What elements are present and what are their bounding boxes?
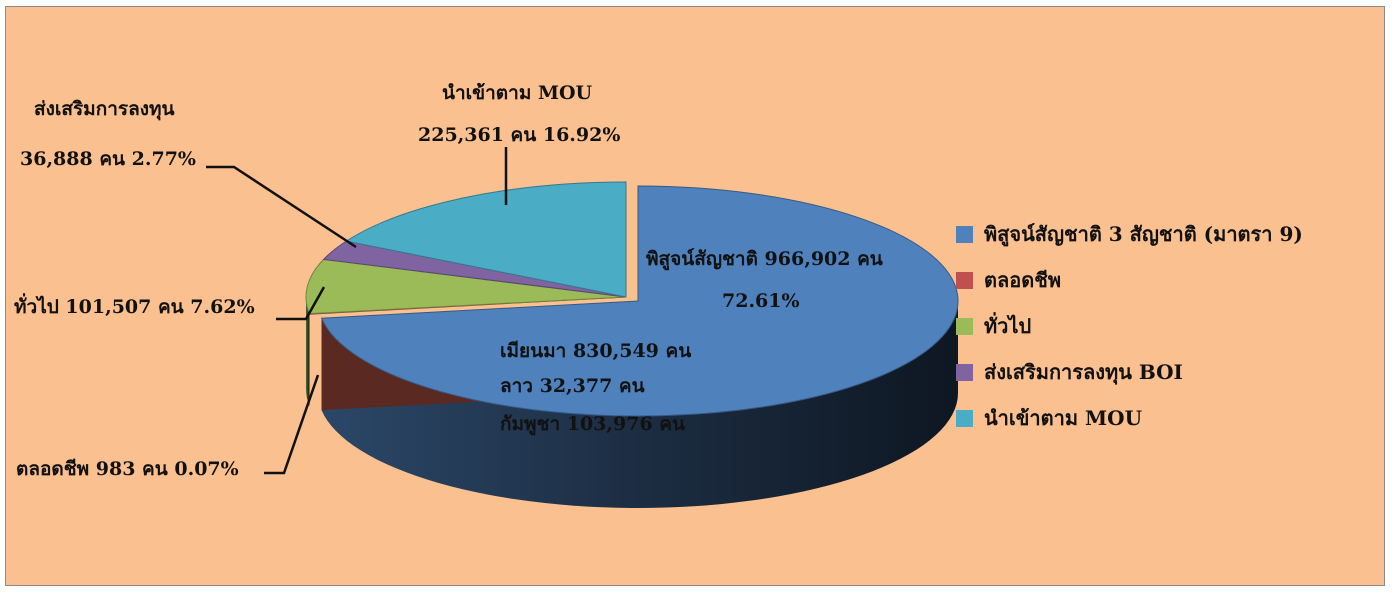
label-lifetime: ตลอดชีพ 983 คน 0.07% bbox=[16, 458, 239, 480]
slices-layer bbox=[305, 181, 959, 509]
label-detail-laos: ลาว 32,377 คน bbox=[500, 375, 645, 397]
legend-swatch-boi bbox=[956, 364, 973, 381]
legend-swatch-mou bbox=[956, 410, 973, 427]
slice-wall-general bbox=[306, 297, 310, 406]
legend-label-mou: นำเข้าตาม MOU bbox=[984, 406, 1142, 430]
label-verify-line2: 72.61% bbox=[722, 290, 800, 312]
leader-general bbox=[276, 286, 326, 321]
legend-label-boi: ส่งเสริมการลงทุน BOI bbox=[984, 360, 1183, 385]
legend-swatch-verify bbox=[956, 226, 973, 243]
legend-label-verify: พิสูจน์สัญชาติ 3 สัญชาติ (มาตรา 9) bbox=[984, 222, 1303, 248]
chart-area: พิสูจน์สัญชาติ 966,902 คน 72.61% เมียนมา… bbox=[5, 6, 1385, 586]
label-mou-line1: นำเข้าตาม MOU bbox=[442, 82, 593, 104]
slice-wall-verify bbox=[321, 301, 958, 509]
label-general: ทั่วไป 101,507 คน 7.62% bbox=[14, 293, 255, 318]
legend: พิสูจน์สัญชาติ 3 สัญชาติ (มาตรา 9) ตลอดช… bbox=[956, 222, 1303, 430]
pie-chart: พิสูจน์สัญชาติ 966,902 คน 72.61% เมียนมา… bbox=[14, 82, 1303, 509]
label-boi-line1: ส่งเสริมการลงทุน bbox=[34, 98, 175, 121]
leader-boi bbox=[206, 165, 357, 249]
leader-lines bbox=[206, 147, 508, 475]
label-verify-line1: พิสูจน์สัญชาติ 966,902 คน bbox=[646, 248, 883, 271]
legend-label-general: ทั่วไป bbox=[984, 311, 1031, 338]
label-mou-line2: 225,361 คน 16.92% bbox=[418, 124, 620, 146]
label-detail-cambodia: กัมพูชา 103,976 คน bbox=[500, 413, 685, 436]
slice-mou bbox=[345, 181, 627, 298]
legend-swatch-general bbox=[956, 318, 973, 335]
legend-swatch-lifetime bbox=[956, 272, 973, 289]
label-detail-myanmar: เมียนมา 830,549 คน bbox=[500, 340, 691, 362]
label-boi-line2: 36,888 คน 2.77% bbox=[20, 148, 196, 170]
legend-label-lifetime: ตลอดชีพ bbox=[984, 268, 1061, 292]
slice-verify bbox=[320, 185, 959, 417]
slice-general bbox=[305, 258, 627, 315]
leader-lifetime bbox=[264, 374, 320, 475]
